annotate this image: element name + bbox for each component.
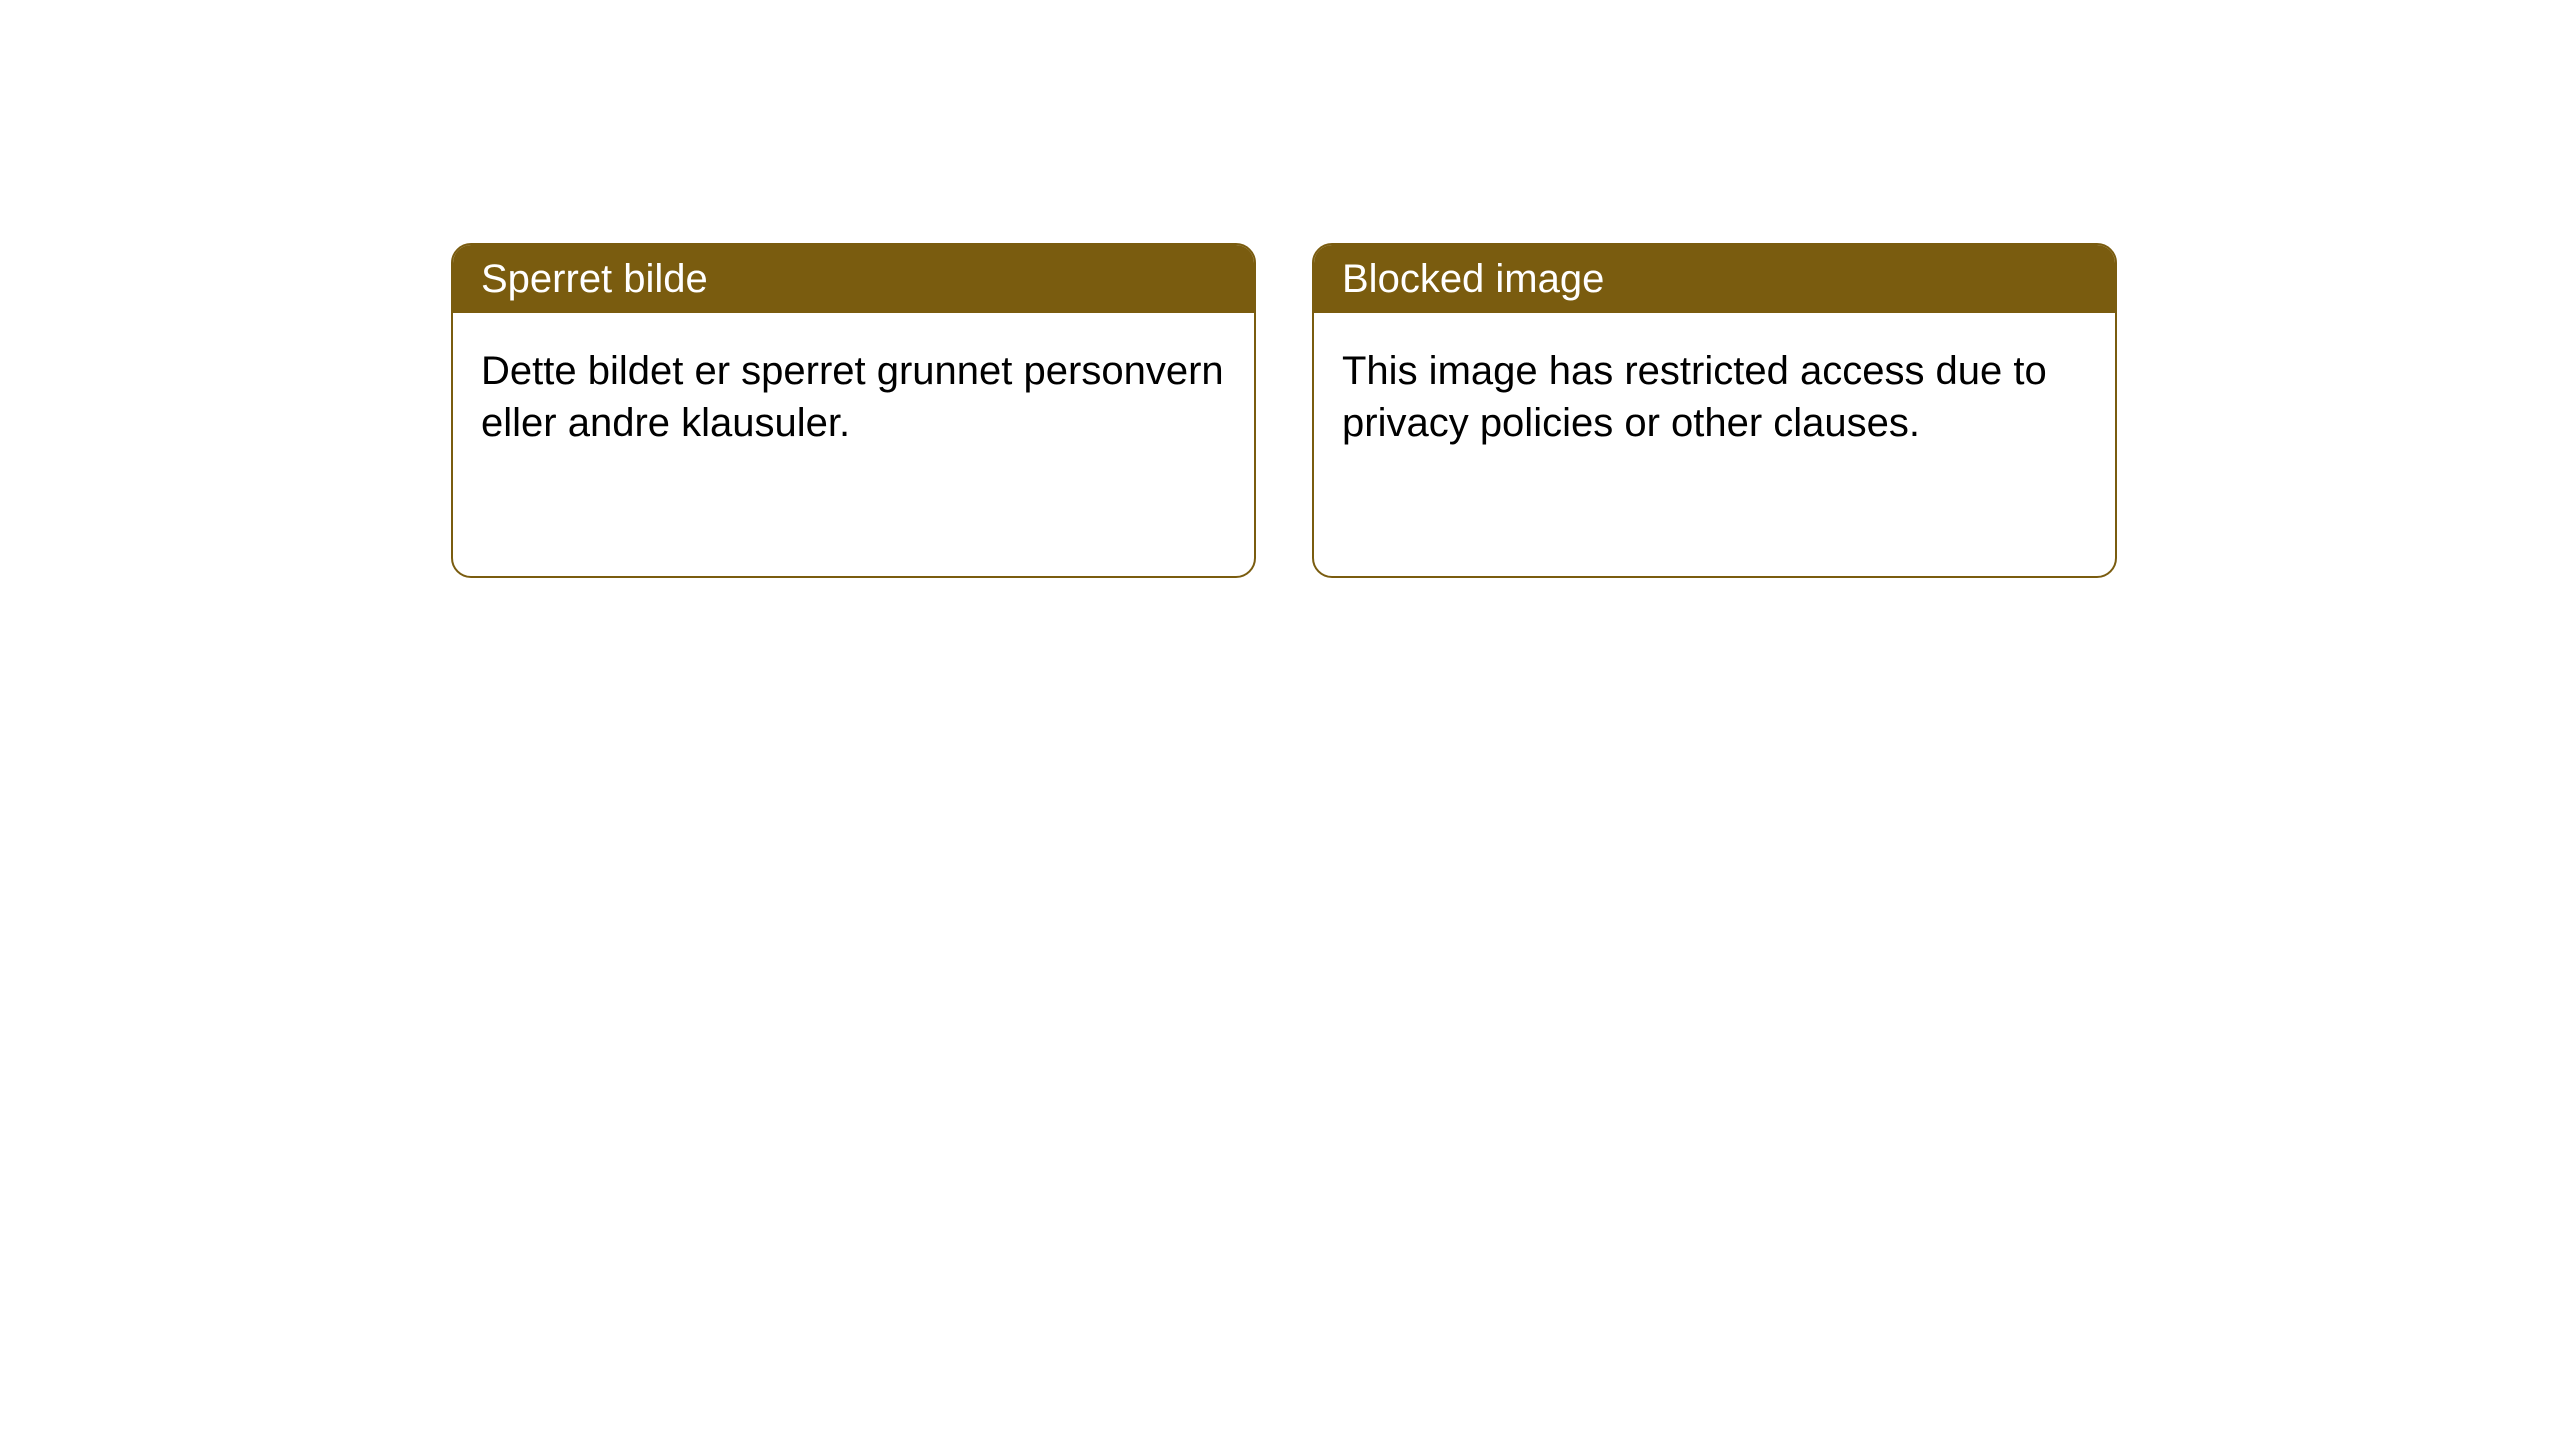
- card-body: Dette bildet er sperret grunnet personve…: [453, 313, 1254, 481]
- card-body: This image has restricted access due to …: [1314, 313, 2115, 481]
- notice-cards-container: Sperret bilde Dette bildet er sperret gr…: [0, 0, 2560, 578]
- notice-card-norwegian: Sperret bilde Dette bildet er sperret gr…: [451, 243, 1256, 578]
- card-body-text: This image has restricted access due to …: [1342, 349, 2047, 445]
- card-title: Sperret bilde: [481, 257, 708, 301]
- card-body-text: Dette bildet er sperret grunnet personve…: [481, 349, 1224, 445]
- card-header: Sperret bilde: [453, 245, 1254, 313]
- notice-card-english: Blocked image This image has restricted …: [1312, 243, 2117, 578]
- card-header: Blocked image: [1314, 245, 2115, 313]
- card-title: Blocked image: [1342, 257, 1604, 301]
